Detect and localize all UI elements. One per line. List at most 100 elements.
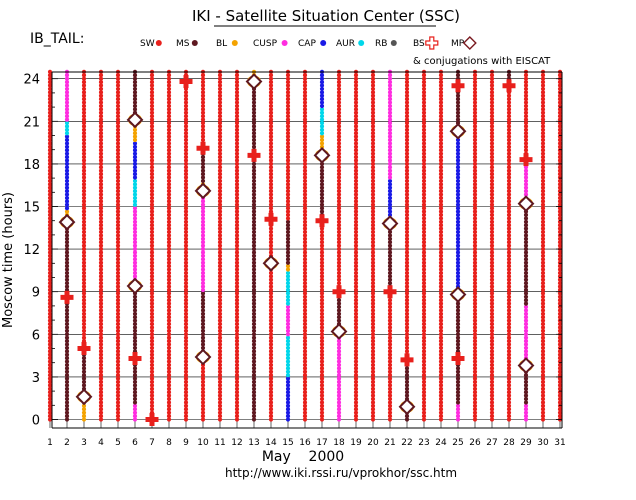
region-point bbox=[200, 97, 206, 102]
region-point bbox=[438, 352, 444, 357]
day-column-3 bbox=[81, 69, 87, 422]
region-point bbox=[455, 332, 461, 337]
region-point bbox=[64, 114, 70, 119]
region-point bbox=[183, 93, 189, 98]
region-point bbox=[217, 366, 223, 371]
region-point bbox=[251, 172, 257, 177]
region-point bbox=[285, 308, 291, 313]
region-point bbox=[370, 335, 376, 340]
region-point bbox=[523, 76, 529, 81]
region-point bbox=[472, 349, 478, 354]
region-point bbox=[404, 144, 410, 149]
region-point bbox=[489, 223, 495, 228]
region-point bbox=[98, 226, 104, 231]
region-point bbox=[183, 281, 189, 286]
region-point bbox=[421, 185, 427, 190]
region-point bbox=[387, 144, 393, 149]
region-point bbox=[132, 335, 138, 340]
region-point bbox=[234, 332, 240, 337]
region-point bbox=[98, 335, 104, 340]
region-point bbox=[251, 413, 257, 419]
region-point bbox=[98, 298, 104, 303]
region-point bbox=[234, 219, 240, 224]
region-point bbox=[251, 199, 257, 204]
region-point bbox=[81, 229, 87, 235]
region-point bbox=[404, 226, 410, 231]
region-point bbox=[251, 270, 257, 276]
region-point bbox=[404, 315, 410, 320]
region-point bbox=[489, 158, 495, 163]
region-point bbox=[319, 161, 325, 166]
region-point bbox=[234, 325, 240, 330]
region-point bbox=[557, 281, 563, 286]
region-point bbox=[115, 127, 121, 132]
region-point bbox=[217, 417, 223, 422]
region-point bbox=[302, 97, 308, 102]
region-point bbox=[132, 161, 138, 166]
region-point bbox=[285, 393, 291, 398]
region-point bbox=[98, 212, 104, 218]
region-point bbox=[47, 114, 53, 119]
region-point bbox=[455, 260, 461, 265]
region-point bbox=[234, 172, 240, 177]
region-point bbox=[98, 206, 104, 211]
region-point bbox=[404, 97, 410, 102]
region-point bbox=[98, 134, 104, 139]
region-point bbox=[81, 294, 87, 299]
region-point bbox=[81, 216, 87, 221]
legend-swatch bbox=[390, 40, 397, 46]
region-point bbox=[98, 165, 104, 170]
region-series bbox=[47, 69, 563, 422]
region-point bbox=[336, 223, 342, 228]
region-point bbox=[557, 257, 563, 262]
region-point bbox=[557, 73, 563, 78]
region-point bbox=[149, 321, 155, 327]
region-point bbox=[217, 379, 223, 385]
region-point bbox=[47, 117, 53, 122]
region-point bbox=[81, 277, 87, 282]
region-point bbox=[455, 189, 461, 194]
region-point bbox=[489, 100, 495, 105]
region-point bbox=[421, 270, 427, 276]
region-point bbox=[455, 172, 461, 177]
day-column-10 bbox=[200, 69, 206, 422]
region-point bbox=[166, 315, 172, 320]
region-point bbox=[353, 376, 359, 381]
region-point bbox=[251, 281, 257, 286]
region-point bbox=[268, 413, 274, 419]
region-point bbox=[64, 325, 70, 330]
region-point bbox=[132, 304, 138, 310]
region-point bbox=[489, 236, 495, 241]
region-point bbox=[217, 369, 223, 374]
region-point bbox=[64, 154, 70, 160]
region-point bbox=[370, 400, 376, 405]
region-point bbox=[319, 137, 325, 143]
region-point bbox=[404, 308, 410, 313]
region-point bbox=[370, 240, 376, 245]
region-point bbox=[404, 339, 410, 344]
region-point bbox=[387, 407, 393, 412]
mp-crossing-marker bbox=[194, 182, 212, 200]
region-point bbox=[472, 270, 478, 276]
region-point bbox=[115, 185, 121, 190]
region-point bbox=[336, 413, 342, 419]
region-point bbox=[336, 274, 342, 279]
region-point bbox=[489, 339, 495, 344]
region-point bbox=[234, 366, 240, 371]
region-point bbox=[183, 379, 189, 385]
region-point bbox=[183, 233, 189, 238]
region-point bbox=[540, 103, 546, 109]
legend-label: CAP bbox=[298, 39, 316, 49]
region-point bbox=[149, 117, 155, 122]
region-point bbox=[132, 131, 138, 136]
region-point bbox=[455, 410, 461, 415]
region-point bbox=[47, 189, 53, 194]
region-point bbox=[251, 124, 257, 129]
region-point bbox=[370, 154, 376, 160]
region-point bbox=[217, 120, 223, 126]
region-point bbox=[302, 192, 308, 197]
region-point bbox=[302, 76, 308, 81]
region-point bbox=[438, 393, 444, 398]
region-point bbox=[285, 124, 291, 129]
region-point bbox=[472, 219, 478, 224]
